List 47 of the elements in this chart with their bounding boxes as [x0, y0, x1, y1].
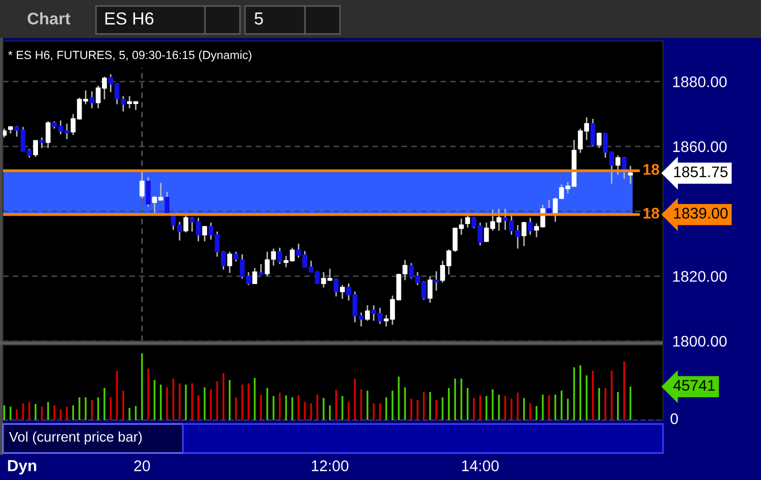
candlestick: [89, 90, 94, 109]
candlestick: [258, 263, 264, 276]
y-tick-label: 1800.00: [673, 336, 727, 347]
candlestick: [334, 278, 339, 298]
candlestick: [590, 118, 596, 148]
candlestick: [340, 284, 345, 300]
text: Vol (current price bar): [9, 432, 142, 444]
ref-line-label: 1839.00: [674, 208, 728, 219]
candlestick: [271, 248, 276, 266]
text: 0: [670, 413, 678, 424]
candlestick: [628, 165, 633, 184]
candlestick: [202, 225, 208, 242]
candlestick: [434, 270, 439, 292]
candlestick: [120, 95, 126, 112]
candlestick: [46, 120, 51, 149]
text: * ES H6, FUTURES, 5, 09:30-16:15 (Dynamic): [8, 50, 252, 62]
candlestick: [146, 176, 151, 208]
y-tick-label: 1880.00: [673, 76, 727, 88]
candlestick: [39, 136, 44, 149]
candlestick: [277, 247, 282, 265]
candlestick: [252, 267, 258, 284]
y-tick-label: 1860.00: [673, 141, 727, 152]
candlestick: [528, 217, 533, 236]
candlestick: [264, 251, 270, 277]
x-tick-label: 14:00: [462, 460, 499, 472]
candlestick: [33, 140, 38, 158]
text: 5: [254, 12, 263, 25]
candlestick: [183, 214, 188, 234]
text: 18: [644, 208, 660, 219]
candlestick: [365, 304, 370, 322]
candlestick: [140, 170, 144, 199]
candlestick: [502, 208, 508, 231]
text: Dyn: [8, 460, 36, 474]
candlestick: [615, 154, 620, 176]
candlestick: [234, 251, 238, 262]
x-tick-label: 12:00: [312, 460, 348, 472]
text: 45741: [673, 380, 715, 391]
y-tick-label: 1820.00: [673, 271, 727, 282]
candlestick: [596, 132, 602, 149]
text: 18: [644, 164, 660, 175]
text: Chart: [28, 12, 70, 24]
x-tick-label: 20: [134, 460, 150, 472]
text: ES H6: [105, 12, 154, 25]
text: 1851.75: [674, 166, 728, 178]
candlestick: [522, 221, 526, 247]
candlestick: [227, 251, 232, 274]
candlestick: [428, 275, 432, 304]
